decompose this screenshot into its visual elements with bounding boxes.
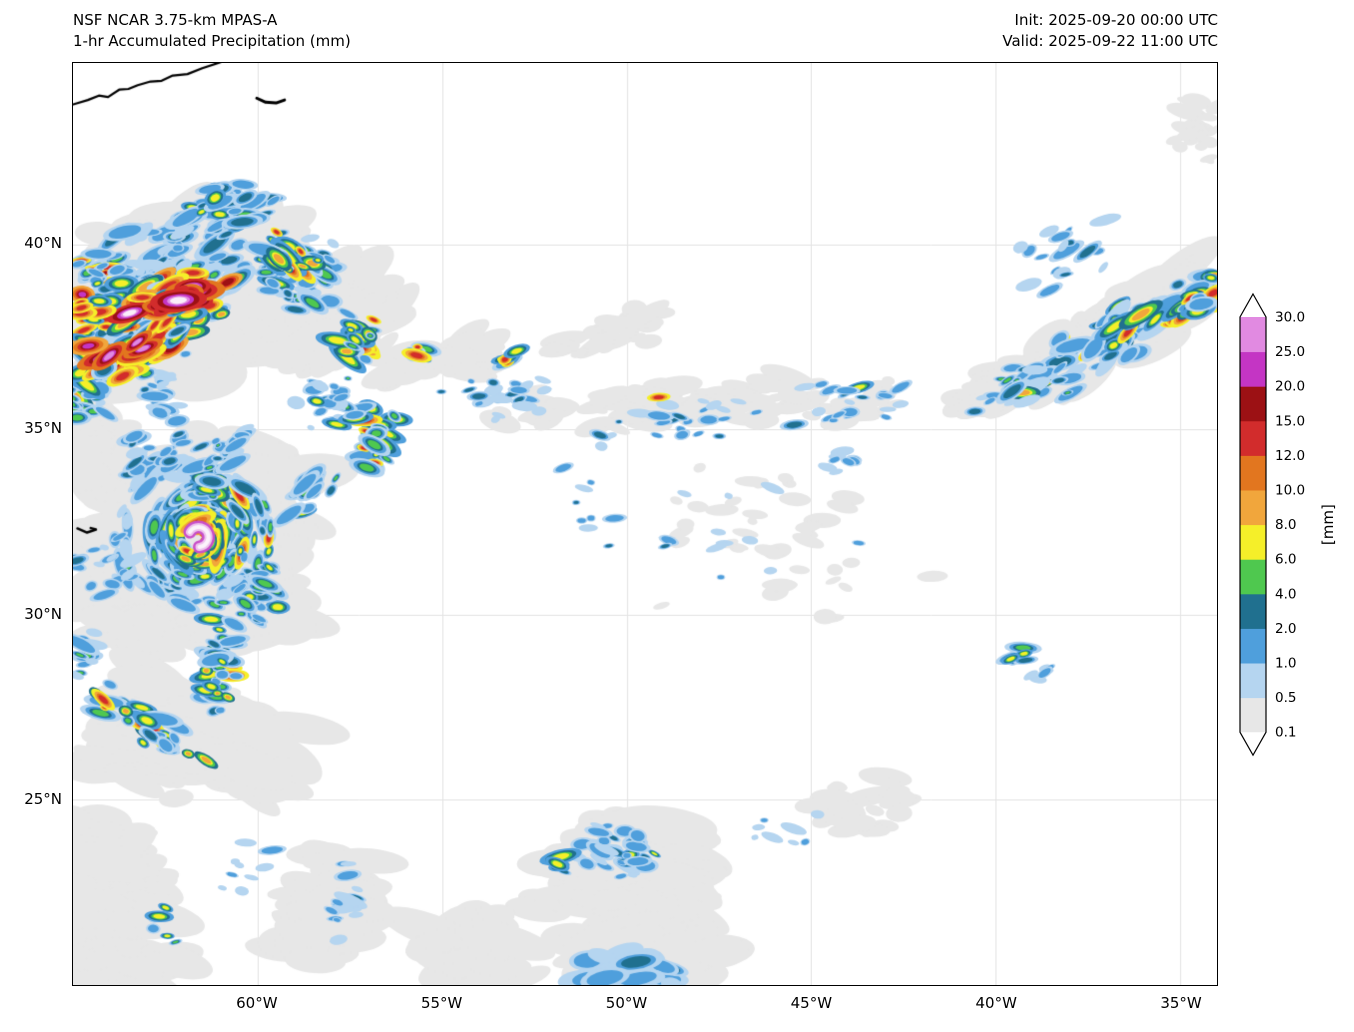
colorbar-tick-label: 2.0: [1275, 621, 1296, 637]
longitude-axis-labels: 60°W 55°W 50°W 45°W 40°W 35°W: [0, 994, 1354, 1018]
latitude-axis-labels: 40°N 35°N 30°N 25°N: [0, 0, 66, 1032]
header-time-block: Init: 2025-09-20 00:00 UTC Valid: 2025-0…: [1002, 10, 1218, 52]
colorbar-segment: [1240, 455, 1266, 491]
model-title: NSF NCAR 3.75-km MPAS-A: [73, 11, 278, 29]
x-tick-label: 60°W: [236, 994, 278, 1012]
colorbar-segment: [1240, 628, 1266, 664]
colorbar-outline: [1239, 292, 1267, 757]
colorbar-under-arrow: [1240, 732, 1266, 756]
colorbar-segment: [1240, 663, 1266, 699]
x-tick-label: 35°W: [1160, 994, 1202, 1012]
colorbar: 0.1 0.5 1.0 2.0 4.0 6.0 8.0 10.0 12.0 15.0 20.0 25.…: [1239, 292, 1337, 757]
colorbar-segment: [1240, 697, 1266, 733]
x-tick-label: 55°W: [420, 994, 463, 1012]
colorbar-tick-label: 0.5: [1275, 690, 1296, 706]
colorbar-tick-label: 10.0: [1275, 483, 1305, 499]
y-tick-label: 40°N: [24, 233, 62, 252]
colorbar-tick-label: 0.1: [1275, 725, 1296, 741]
colorbar-tick-label: 30.0: [1275, 310, 1305, 326]
x-tick-label: 40°W: [975, 994, 1017, 1012]
colorbar-tick-label: 25.0: [1275, 344, 1305, 360]
valid-time: Valid: 2025-09-22 11:00 UTC: [1002, 32, 1218, 50]
colorbar-segment: [1240, 593, 1266, 629]
colorbar-segment: [1240, 386, 1266, 422]
x-tick-label: 45°W: [790, 994, 833, 1012]
colorbar-tick-label: 15.0: [1275, 413, 1305, 429]
precipitation-map-canvas: [73, 63, 1217, 985]
init-time: Init: 2025-09-20 00:00 UTC: [1014, 11, 1218, 29]
product-title: 1-hr Accumulated Precipitation (mm): [73, 32, 351, 50]
x-tick-label: 50°W: [605, 994, 648, 1012]
colorbar-segment: [1240, 559, 1266, 595]
y-tick-label: 25°N: [24, 790, 62, 809]
colorbar-tick-label: 8.0: [1275, 517, 1296, 533]
colorbar-tick-label: 4.0: [1275, 586, 1296, 602]
colorbar-tick-label: 12.0: [1275, 448, 1305, 464]
colorbar-segment: [1240, 420, 1266, 456]
colorbar-tick-label: 20.0: [1275, 379, 1305, 395]
colorbar-over-arrow: [1240, 294, 1266, 317]
colorbar-tick-label: 1.0: [1275, 656, 1296, 672]
colorbar-segment: [1240, 524, 1266, 560]
map-plot-area: [72, 62, 1218, 986]
y-tick-label: 30°N: [24, 604, 62, 623]
colorbar-unit-label: [mm]: [1319, 504, 1337, 545]
colorbar-segment: [1240, 351, 1266, 387]
header-title-block: NSF NCAR 3.75-km MPAS-A 1-hr Accumulated…: [73, 10, 351, 52]
colorbar-segment: [1240, 490, 1266, 526]
colorbar-segment: [1240, 317, 1266, 353]
y-tick-label: 35°N: [24, 419, 62, 438]
colorbar-tick-label: 6.0: [1275, 552, 1296, 568]
